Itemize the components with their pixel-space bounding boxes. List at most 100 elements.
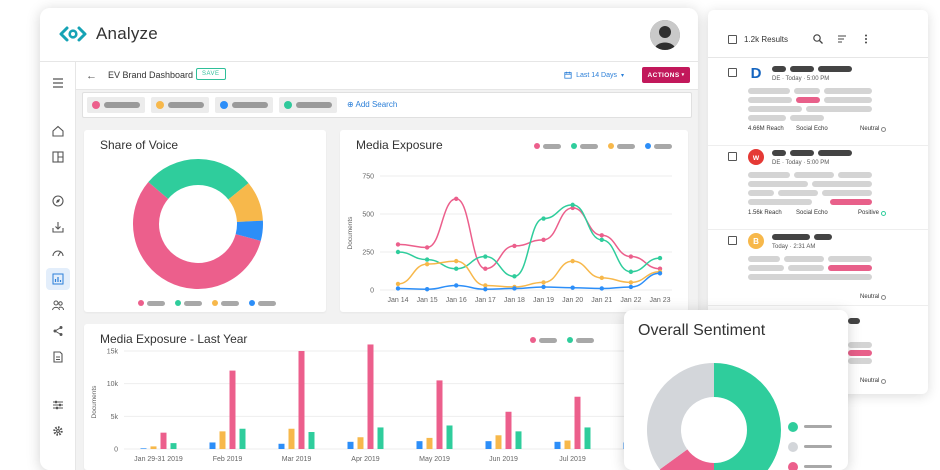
data-point[interactable]: [424, 257, 430, 262]
more-vertical-icon[interactable]: [860, 33, 872, 45]
bar[interactable]: [574, 396, 581, 449]
data-point[interactable]: [599, 275, 604, 281]
bar[interactable]: [426, 437, 433, 449]
data-point[interactable]: [512, 243, 517, 249]
date-range-selector[interactable]: Last 14 Days ▾: [564, 71, 624, 79]
result-item[interactable]: w DE · Today · 5:00 PM 1.56k Reach Socia…: [708, 149, 928, 230]
search-chip[interactable]: [87, 97, 145, 113]
data-point[interactable]: [570, 285, 575, 290]
search-chip[interactable]: [215, 97, 273, 113]
data-point[interactable]: [657, 271, 663, 276]
data-point[interactable]: [483, 266, 488, 271]
result-checkbox[interactable]: [728, 68, 737, 77]
bar[interactable]: [160, 432, 167, 449]
data-point[interactable]: [599, 233, 604, 238]
series-line-0[interactable]: [397, 198, 661, 270]
search-chip[interactable]: [151, 97, 209, 113]
bar[interactable]: [485, 441, 492, 449]
data-point[interactable]: [541, 216, 546, 221]
bar[interactable]: [554, 441, 561, 449]
bar[interactable]: [416, 441, 423, 449]
data-point[interactable]: [657, 255, 663, 261]
data-point[interactable]: [570, 258, 575, 264]
settings-gear-icon[interactable]: [46, 420, 70, 442]
data-point[interactable]: [454, 283, 459, 288]
sov-slice-1[interactable]: [148, 159, 249, 200]
data-point[interactable]: [395, 281, 401, 287]
data-point[interactable]: [483, 287, 488, 292]
bar[interactable]: [357, 437, 364, 449]
data-point[interactable]: [599, 286, 604, 291]
share-icon[interactable]: [46, 320, 70, 342]
data-point[interactable]: [512, 274, 517, 279]
data-point[interactable]: [628, 269, 634, 274]
data-point[interactable]: [424, 261, 430, 267]
data-point[interactable]: [483, 254, 488, 259]
compass-icon[interactable]: [46, 190, 70, 212]
data-point[interactable]: [570, 202, 575, 208]
inbox-download-icon[interactable]: [46, 216, 70, 238]
data-point[interactable]: [395, 249, 401, 255]
result-item[interactable]: D DE · Today · 5:00 PM 4.66M Reach Socia…: [708, 65, 928, 146]
actions-button[interactable]: ACTIONS ▾: [642, 67, 690, 83]
series-line-1[interactable]: [397, 204, 661, 278]
save-button[interactable]: SAVE: [196, 68, 226, 80]
data-point[interactable]: [424, 245, 430, 250]
data-point[interactable]: [483, 283, 488, 288]
sort-icon[interactable]: [836, 33, 848, 45]
result-checkbox[interactable]: [728, 152, 737, 161]
bar[interactable]: [515, 431, 522, 449]
result-item[interactable]: Neutral: [708, 312, 928, 394]
sentiment-slice-1[interactable]: [659, 448, 715, 470]
bar[interactable]: [347, 441, 354, 449]
bar[interactable]: [436, 380, 443, 449]
series-line-3[interactable]: [397, 272, 661, 290]
search-icon[interactable]: [812, 33, 824, 45]
result-checkbox[interactable]: [728, 236, 737, 245]
bar[interactable]: [495, 435, 502, 449]
bar[interactable]: [170, 443, 177, 449]
app-logo[interactable]: Analyze: [58, 24, 158, 44]
search-chip[interactable]: [279, 97, 337, 113]
series-line-2[interactable]: [397, 260, 661, 288]
data-point[interactable]: [395, 242, 401, 247]
data-point[interactable]: [541, 280, 546, 285]
bar[interactable]: [239, 428, 246, 449]
bar[interactable]: [446, 425, 453, 449]
data-point[interactable]: [657, 266, 663, 271]
bar[interactable]: [367, 344, 374, 449]
data-point[interactable]: [454, 196, 459, 201]
data-point[interactable]: [424, 287, 430, 292]
bar[interactable]: [505, 411, 512, 449]
data-point[interactable]: [570, 205, 575, 211]
bar[interactable]: [298, 351, 305, 449]
bar[interactable]: [150, 446, 157, 449]
users-icon[interactable]: [46, 294, 70, 316]
data-point[interactable]: [628, 284, 634, 290]
bar[interactable]: [564, 440, 571, 449]
bar[interactable]: [209, 442, 216, 449]
gauge-icon[interactable]: [46, 242, 70, 264]
analytics-chart-icon[interactable]: [46, 268, 70, 290]
bar[interactable]: [229, 370, 236, 449]
document-icon[interactable]: [46, 346, 70, 368]
sov-slice-3[interactable]: [235, 220, 263, 241]
data-point[interactable]: [454, 266, 459, 271]
select-all-checkbox[interactable]: [728, 35, 737, 44]
add-search-link[interactable]: ⊕ Add Search: [347, 100, 397, 109]
sentiment-slice-0[interactable]: [713, 363, 781, 470]
bar[interactable]: [288, 428, 295, 449]
data-point[interactable]: [395, 286, 401, 291]
user-avatar[interactable]: [650, 20, 680, 50]
sov-slice-2[interactable]: [227, 183, 263, 223]
arrow-left-icon[interactable]: ←: [86, 70, 97, 82]
data-point[interactable]: [628, 280, 634, 285]
home-icon[interactable]: [46, 120, 70, 142]
data-point[interactable]: [454, 258, 459, 264]
bar[interactable]: [308, 432, 315, 449]
data-point[interactable]: [541, 237, 546, 243]
sliders-icon[interactable]: [46, 394, 70, 416]
bar[interactable]: [377, 427, 384, 449]
bar[interactable]: [278, 443, 285, 449]
bar[interactable]: [584, 427, 591, 449]
